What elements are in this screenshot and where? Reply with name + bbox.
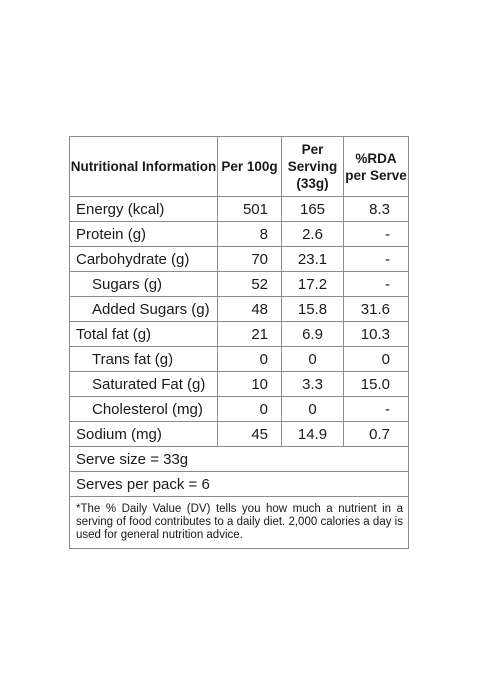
value-rda-per-serve: 0 (343, 346, 409, 372)
value-rda-per-serve: 8.3 (343, 196, 409, 222)
nutrient-name: Energy (kcal) (69, 196, 218, 222)
nutrient-row: Added Sugars (g) 48 15.8 31.6 (69, 296, 409, 322)
value-per-serving: 0 (281, 396, 344, 422)
value-rda-per-serve: 10.3 (343, 321, 409, 347)
nutrient-row: Carbohydrate (g) 70 23.1- (69, 246, 409, 272)
value-per-serving: 15.8 (281, 296, 344, 322)
nutrient-row: Energy (kcal) 501 165 8.3 (69, 196, 409, 222)
footnote: *The % Daily Value (DV) tells you how mu… (69, 496, 409, 549)
value-per-100g: 8 (217, 221, 282, 247)
header-per-100g: Per 100g (217, 136, 282, 197)
value-rda-per-serve: - (343, 396, 409, 422)
header-rda-per-serve: %RDA per Serve (343, 136, 409, 197)
nutrient-name: Sugars (g) (69, 271, 218, 297)
value-per-serving: 14.9 (281, 421, 344, 447)
nutrient-name: Carbohydrate (g) (69, 246, 218, 272)
nutrient-row: Cholesterol (mg) 0 0- (69, 396, 409, 422)
footnote-row: *The % Daily Value (DV) tells you how mu… (69, 496, 409, 549)
value-per-100g: 70 (217, 246, 282, 272)
value-per-serving: 6.9 (281, 321, 344, 347)
value-rda-per-serve: 0.7 (343, 421, 409, 447)
serves-per-pack-row: Serves per pack = 6 (69, 471, 409, 497)
nutrient-name: Protein (g) (69, 221, 218, 247)
nutrient-name: Saturated Fat (g) (69, 371, 218, 397)
nutrient-name: Cholesterol (mg) (69, 396, 218, 422)
serve-size-row: Serve size = 33g (69, 446, 409, 472)
value-per-100g: 52 (217, 271, 282, 297)
nutrient-name: Total fat (g) (69, 321, 218, 347)
nutrient-name: Added Sugars (g) (69, 296, 218, 322)
nutrient-name: Sodium (mg) (69, 421, 218, 447)
nutrition-table: Nutritional Information Per 100g Per Ser… (69, 136, 409, 549)
header-nutritional-information: Nutritional Information (69, 136, 218, 197)
value-per-serving: 2.6 (281, 221, 344, 247)
value-per-100g: 0 (217, 396, 282, 422)
value-rda-per-serve: 15.0 (343, 371, 409, 397)
value-per-serving: 17.2 (281, 271, 344, 297)
value-per-100g: 10 (217, 371, 282, 397)
value-per-serving: 0 (281, 346, 344, 372)
value-per-serving: 165 (281, 196, 344, 222)
nutrient-row: Sugars (g) 52 17.2- (69, 271, 409, 297)
nutrient-row: Total fat (g) 21 6.9 10.3 (69, 321, 409, 347)
nutrient-name: Trans fat (g) (69, 346, 218, 372)
serves-per-pack: Serves per pack = 6 (69, 471, 409, 497)
nutrient-row: Protein (g) 8 2.6- (69, 221, 409, 247)
value-rda-per-serve: - (343, 221, 409, 247)
nutrient-row: Trans fat (g) 0 0 0 (69, 346, 409, 372)
header-row: Nutritional Information Per 100g Per Ser… (69, 136, 409, 197)
header-per-serving: Per Serving (33g) (281, 136, 344, 197)
value-per-100g: 0 (217, 346, 282, 372)
value-per-100g: 48 (217, 296, 282, 322)
nutrient-row: Sodium (mg) 45 14.9 0.7 (69, 421, 409, 447)
value-per-serving: 23.1 (281, 246, 344, 272)
value-per-100g: 21 (217, 321, 282, 347)
value-rda-per-serve: - (343, 246, 409, 272)
value-rda-per-serve: 31.6 (343, 296, 409, 322)
serve-size: Serve size = 33g (69, 446, 409, 472)
nutrient-row: Saturated Fat (g) 10 3.3 15.0 (69, 371, 409, 397)
value-per-100g: 501 (217, 196, 282, 222)
value-per-serving: 3.3 (281, 371, 344, 397)
value-rda-per-serve: - (343, 271, 409, 297)
value-per-100g: 45 (217, 421, 282, 447)
